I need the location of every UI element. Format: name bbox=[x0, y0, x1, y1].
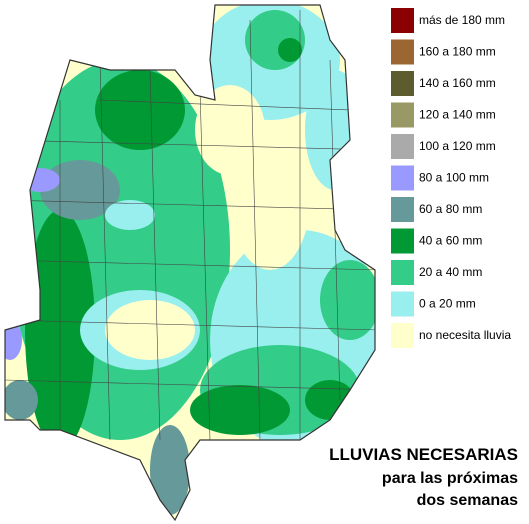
legend-swatch bbox=[391, 291, 414, 317]
legend-label: 120 a 140 mm bbox=[419, 108, 496, 122]
legend-label: 60 a 80 mm bbox=[419, 202, 482, 216]
legend-swatch bbox=[391, 71, 414, 96]
map-outline bbox=[4, 4, 376, 522]
legend-label: 100 a 120 mm bbox=[419, 139, 496, 153]
legend-swatch bbox=[391, 39, 414, 65]
legend-swatch bbox=[391, 102, 414, 128]
legend-label: 40 a 60 mm bbox=[419, 234, 482, 248]
legend-swatch bbox=[391, 323, 414, 348]
legend-swatch bbox=[391, 165, 414, 191]
title-line: LLUVIAS NECESARIAS bbox=[329, 445, 518, 464]
subtitle-line: para las próximas bbox=[382, 470, 518, 487]
legend-label: 0 a 20 mm bbox=[419, 297, 476, 311]
legend-label: no necesita lluvia bbox=[419, 328, 511, 342]
district-lines bbox=[5, 10, 375, 441]
legend-label: 80 a 100 mm bbox=[419, 171, 489, 185]
legend-label: más de 180 mm bbox=[419, 13, 505, 27]
legend: más de 180 mm 160 a 180 mm 140 a 160 mm 120… bbox=[391, 8, 511, 348]
legend-label: 160 a 180 mm bbox=[419, 45, 496, 59]
legend-swatch bbox=[391, 260, 414, 285]
legend-label: 140 a 160 mm bbox=[419, 76, 496, 90]
legend-label: 20 a 40 mm bbox=[419, 265, 482, 279]
subtitle-line: dos semanas bbox=[417, 492, 518, 509]
legend-swatch bbox=[391, 134, 414, 159]
legend-swatch bbox=[391, 228, 414, 254]
legend-swatch bbox=[391, 197, 414, 222]
legend-swatch bbox=[391, 8, 414, 33]
map-region bbox=[5, 5, 375, 520]
